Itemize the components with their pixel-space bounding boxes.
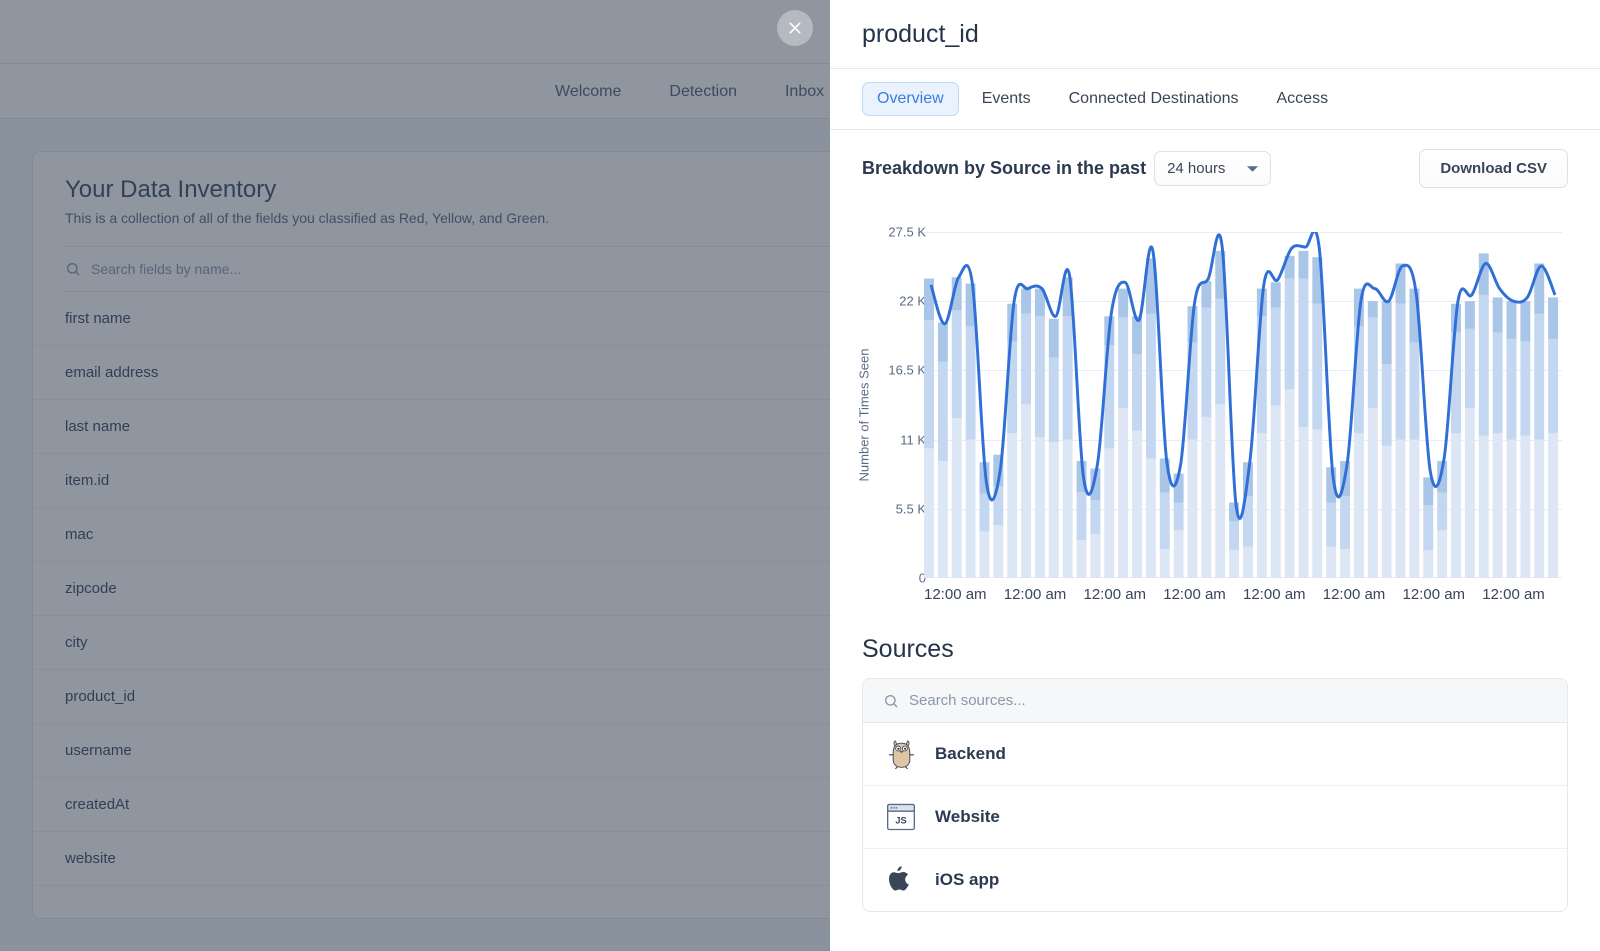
svg-text:JS: JS bbox=[895, 816, 906, 826]
